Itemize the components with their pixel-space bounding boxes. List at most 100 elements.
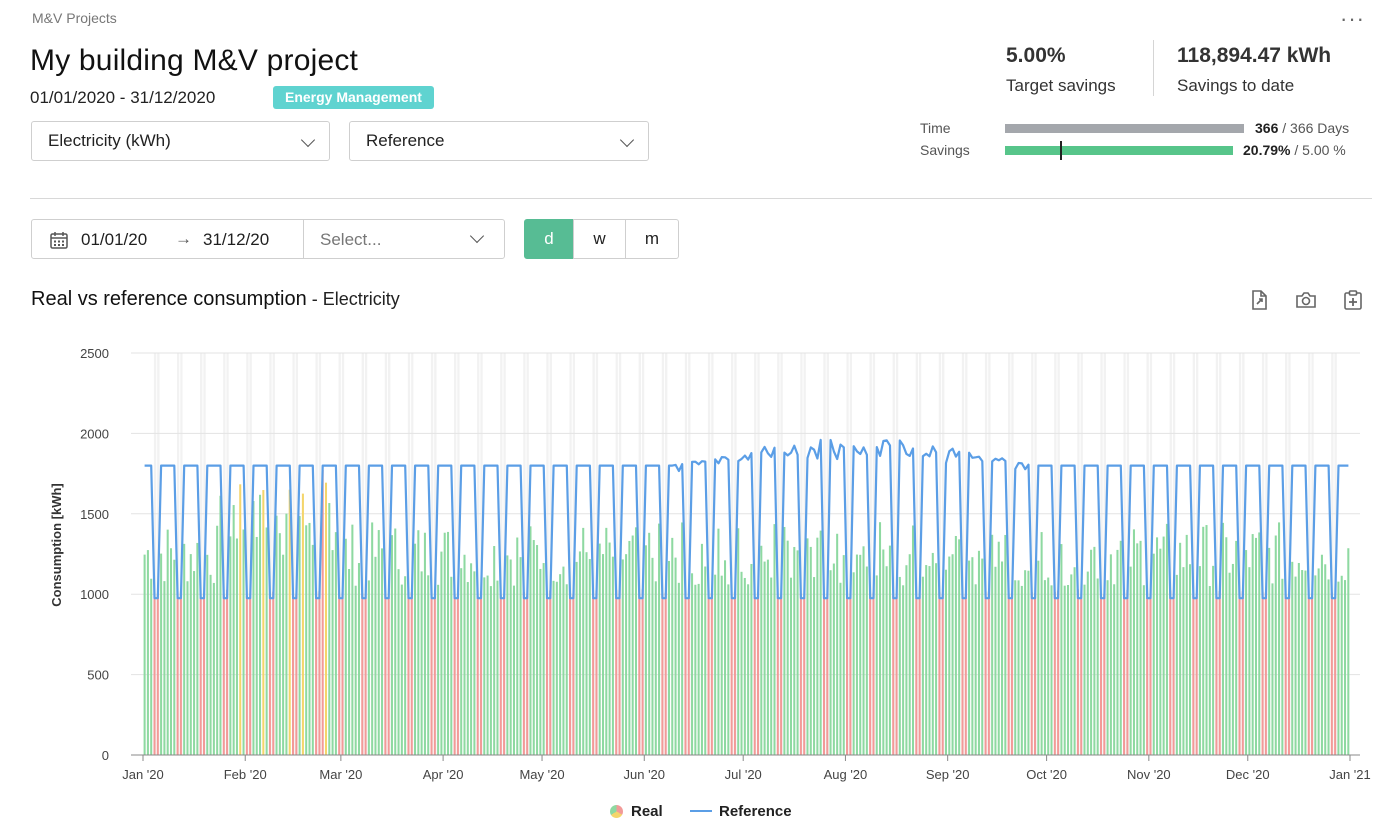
legend-reference-label: Reference xyxy=(719,803,792,820)
real-bar xyxy=(301,493,304,755)
legend-real-label: Real xyxy=(631,803,663,820)
real-bar xyxy=(384,594,387,755)
real-bar xyxy=(1060,544,1063,755)
camera-icon[interactable] xyxy=(1295,289,1317,311)
real-bar xyxy=(1215,595,1218,755)
real-bar xyxy=(397,569,400,755)
x-tick-label: Nov '20 xyxy=(1127,767,1171,782)
real-bar xyxy=(565,584,568,755)
granularity-month-button[interactable]: m xyxy=(625,219,679,259)
date-to-input[interactable]: 31/12/20 xyxy=(203,230,270,249)
real-bar xyxy=(651,557,654,755)
x-tick-label: Mar '20 xyxy=(319,767,362,782)
real-bar xyxy=(991,534,994,755)
real-bar xyxy=(338,595,341,755)
granularity-week-button[interactable]: w xyxy=(573,219,626,259)
real-bar xyxy=(1225,537,1228,755)
weekend-band xyxy=(638,353,641,755)
weekend-band xyxy=(800,353,803,755)
weekend-band xyxy=(869,353,872,755)
real-bar xyxy=(146,550,149,755)
reference-line xyxy=(144,438,1349,600)
real-bar xyxy=(1278,522,1281,755)
real-bar xyxy=(321,469,324,755)
x-tick-label: Jan '20 xyxy=(122,767,164,782)
real-bar xyxy=(1037,560,1040,755)
real-bar xyxy=(1189,564,1192,755)
real-bar xyxy=(615,589,618,755)
period-preset-select[interactable]: Select... xyxy=(304,220,504,258)
real-bar xyxy=(212,582,215,755)
real-bar xyxy=(390,535,393,755)
real-bar xyxy=(628,540,631,755)
real-bar xyxy=(163,581,166,755)
real-bar xyxy=(1132,529,1135,755)
project-date-range: 01/01/2020 - 31/12/2020 xyxy=(30,88,216,107)
real-bar xyxy=(549,590,552,755)
real-bar xyxy=(849,596,852,755)
real-bar xyxy=(199,597,202,755)
real-bar xyxy=(826,598,829,755)
real-bar xyxy=(707,590,710,755)
legend-item-reference[interactable]: Reference xyxy=(690,803,792,820)
real-bar xyxy=(582,527,585,755)
time-progress-fill xyxy=(1005,124,1244,133)
real-bar xyxy=(361,593,364,755)
real-bar xyxy=(872,592,875,755)
real-bar xyxy=(153,596,156,755)
granularity-day-button[interactable]: d xyxy=(524,219,574,259)
real-bar xyxy=(1254,537,1258,755)
real-bar xyxy=(295,594,298,755)
real-bar xyxy=(1080,598,1083,755)
real-bar xyxy=(1311,597,1314,755)
chart-title-main: Real vs reference consumption xyxy=(31,288,307,310)
real-bar xyxy=(694,584,697,755)
real-bar xyxy=(1129,566,1132,755)
real-bar xyxy=(1291,561,1294,755)
real-bar xyxy=(216,525,219,755)
weekend-band xyxy=(153,353,157,755)
real-bar xyxy=(278,533,281,755)
real-bar xyxy=(268,595,271,755)
real-bar xyxy=(166,529,169,755)
real-bar xyxy=(512,585,515,755)
picker-divider xyxy=(303,220,304,258)
real-bar xyxy=(255,536,258,755)
real-bar xyxy=(1146,597,1149,755)
real-bar xyxy=(460,568,463,755)
real-bar xyxy=(1050,585,1053,755)
real-bar xyxy=(1090,549,1093,755)
real-bar xyxy=(644,545,647,755)
category-badge: Energy Management xyxy=(273,86,434,109)
real-bar xyxy=(1162,536,1165,755)
real-bar xyxy=(173,559,176,755)
real-bar xyxy=(1258,532,1261,755)
comparison-mode-select[interactable]: Reference xyxy=(349,121,649,161)
breadcrumb[interactable]: M&V Projects xyxy=(32,10,117,26)
energy-type-select[interactable]: Electricity (kWh) xyxy=(31,121,330,161)
real-bar xyxy=(341,592,344,755)
real-bar xyxy=(756,591,760,755)
weekend-band xyxy=(1100,353,1103,755)
real-bar xyxy=(331,550,334,755)
real-bar xyxy=(1294,576,1297,755)
date-from-input[interactable]: 01/01/20 xyxy=(81,230,148,249)
real-bar xyxy=(348,569,351,755)
savings-progress-fill xyxy=(1005,146,1233,155)
real-bar xyxy=(275,515,278,755)
weekend-band xyxy=(731,353,734,755)
y-tick-label: 0 xyxy=(102,748,109,763)
savings-to-date-value: 118,894.47 kWh xyxy=(1177,44,1332,67)
real-bar xyxy=(1001,561,1004,755)
more-options-icon[interactable]: ··· xyxy=(1340,6,1365,31)
date-range-picker[interactable]: 01/01/20 → 31/12/20 Select... xyxy=(31,219,505,259)
real-bar xyxy=(311,544,314,755)
real-bar xyxy=(948,556,951,755)
real-bar xyxy=(621,559,624,755)
weekend-band xyxy=(915,353,918,755)
export-file-icon[interactable] xyxy=(1248,289,1270,311)
real-bar xyxy=(585,552,588,755)
real-bar xyxy=(414,543,417,755)
clipboard-add-icon[interactable] xyxy=(1342,289,1364,311)
legend-item-real[interactable]: Real xyxy=(610,803,663,820)
